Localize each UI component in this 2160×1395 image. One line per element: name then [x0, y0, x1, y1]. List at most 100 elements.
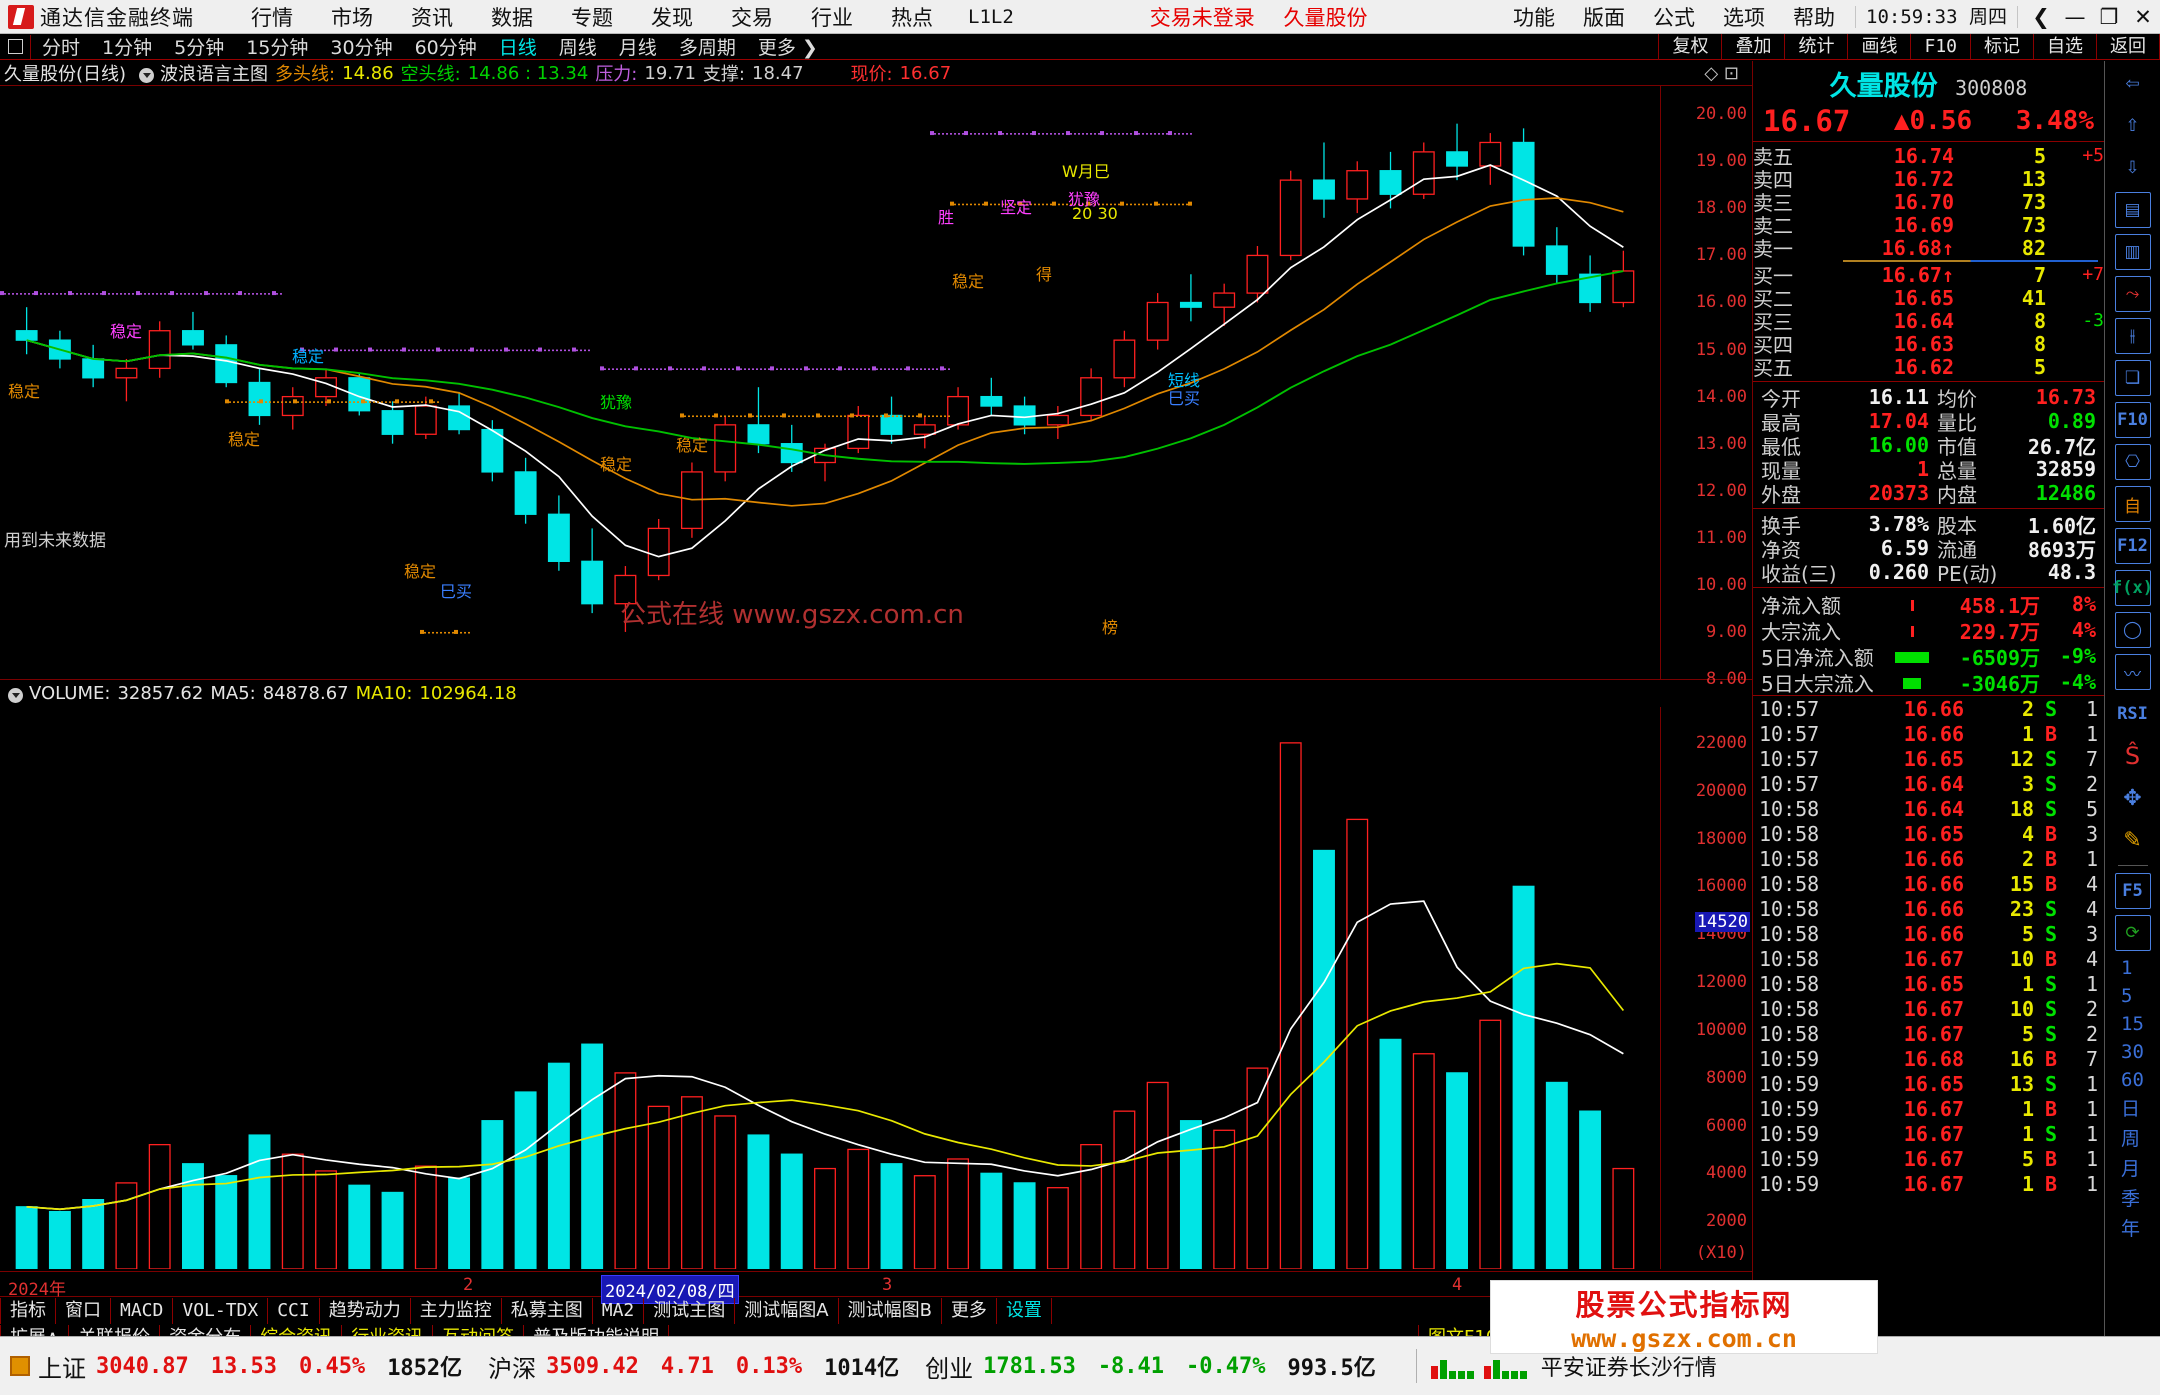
rail-period-cn[interactable]: 周	[2121, 1128, 2141, 1150]
tick-row[interactable]: 10:58 16.66 23 S 4	[1753, 896, 2104, 921]
menu-item-xuanxiang[interactable]: 选项	[1723, 5, 1766, 30]
button-tongji[interactable]: 统计	[1784, 33, 1847, 60]
indicator-tab[interactable]: 测试幅图B	[839, 1298, 942, 1324]
f10-icon[interactable]: F10	[2114, 402, 2151, 438]
chevron-down-icon[interactable]	[139, 67, 155, 83]
candles-icon[interactable]: ⫲	[2114, 318, 2151, 354]
rail-period-cn[interactable]: 日	[2121, 1098, 2141, 1120]
button-fanhui[interactable]: 返回	[2096, 33, 2160, 60]
buy-order-row[interactable]: 买三 16.64 8 -3	[1753, 309, 2104, 335]
button-fuquan[interactable]: 复权	[1658, 33, 1721, 60]
indicator-tab[interactable]: 主力监控	[411, 1298, 502, 1324]
tick-row[interactable]: 10:58 16.65 1 S 1	[1753, 971, 2104, 996]
buy-order-row[interactable]: 买五 16.62 5	[1753, 355, 2104, 381]
self-select-icon[interactable]: 自	[2114, 486, 2151, 522]
indicator-tab[interactable]: 更多	[942, 1298, 997, 1324]
indicator-tab[interactable]: 私募主图	[502, 1298, 593, 1324]
tick-list[interactable]: 10:57 16.66 2 S 1 10:57 16.66 1 B 1 10:57 16.65 12 S 7…	[1753, 695, 2104, 1196]
list-color-icon[interactable]: ▥	[2114, 234, 2151, 270]
tick-row[interactable]: 10:58 16.66 5 S 3	[1753, 921, 2104, 946]
indicator-tab[interactable]: 测试幅图A	[735, 1298, 839, 1324]
price-chart-pane[interactable]: 20.00 19.00 18.00 17.00 16.00 15.00 14.00 13.00…	[0, 85, 1752, 689]
tick-row[interactable]: 10:59 16.67 1 B 1	[1753, 1171, 2104, 1196]
index-name[interactable]: 沪深	[488, 1354, 537, 1383]
down-arrow-icon[interactable]: ⇩	[2125, 158, 2140, 178]
period-daily[interactable]: 日线	[498, 37, 537, 59]
sell-order-row[interactable]: 卖三 16.70 73	[1753, 190, 2104, 216]
index-name[interactable]: 上证	[38, 1354, 86, 1383]
fx-icon[interactable]: f(x)	[2112, 570, 2153, 606]
trend-line-icon[interactable]: ⤳	[2114, 276, 2151, 312]
tick-row[interactable]: 10:58 16.66 15 B 4	[1753, 871, 2104, 896]
menu-item-banmian[interactable]: 版面	[1583, 5, 1626, 30]
f12-icon[interactable]: F12	[2114, 528, 2151, 564]
period-monthly[interactable]: 月线	[618, 37, 657, 59]
button-diejia[interactable]: 叠加	[1721, 33, 1784, 60]
tick-row[interactable]: 10:59 16.65 13 S 1	[1753, 1071, 2104, 1096]
wave-icon[interactable]: 〰	[2114, 654, 2151, 690]
tick-row[interactable]: 10:58 16.64 18 S 5	[1753, 796, 2104, 821]
tick-row[interactable]: 10:59 16.67 1 S 1	[1753, 1121, 2104, 1146]
rail-period-1[interactable]: 1	[2121, 957, 2133, 979]
button-zixuan[interactable]: 自选	[2033, 33, 2096, 60]
rail-period-5[interactable]: 5	[2121, 985, 2133, 1007]
period-5min[interactable]: 5分钟	[174, 37, 225, 59]
period-more[interactable]: 更多 ❯	[757, 37, 818, 59]
buy-order-row[interactable]: 买二 16.65 41	[1753, 286, 2104, 312]
layout-icon[interactable]	[8, 39, 23, 54]
menu-item-zhuanti[interactable]: 专题	[571, 5, 613, 30]
rail-period-60[interactable]: 60	[2121, 1069, 2144, 1091]
sell-order-row[interactable]: 卖四 16.72 13	[1753, 167, 2104, 193]
tick-row[interactable]: 10:58 16.66 2 B 1	[1753, 846, 2104, 871]
tick-row[interactable]: 10:58 16.67 10 B 4	[1753, 946, 2104, 971]
period-60min[interactable]: 60分钟	[414, 37, 477, 59]
indicator-tab[interactable]: 测试主图	[644, 1298, 736, 1324]
period-weekly[interactable]: 周线	[558, 37, 597, 59]
menu-item-hangqing[interactable]: 行情	[251, 5, 293, 30]
rail-period-30[interactable]: 30	[2121, 1041, 2144, 1063]
price-indicator-name[interactable]: 波浪语言主图	[160, 64, 269, 85]
indicator-tab[interactable]: CCI	[268, 1298, 320, 1324]
indicator-tab[interactable]: 窗口	[56, 1298, 111, 1324]
move-icon[interactable]: ✥	[2123, 785, 2142, 811]
tick-row[interactable]: 10:57 16.66 1 B 1	[1753, 721, 2104, 746]
menu-item-hangye[interactable]: 行业	[811, 5, 853, 30]
period-fenshi[interactable]: 分时	[42, 37, 81, 59]
indicator-tab[interactable]: 指标	[0, 1298, 56, 1324]
sell-order-row[interactable]: 卖一 16.68↑ 82	[1753, 236, 2104, 262]
rsi-icon[interactable]: RSI	[2117, 704, 2148, 724]
sell-order-row[interactable]: 卖二 16.69 73	[1753, 213, 2104, 239]
menu-item-gongshi[interactable]: 公式	[1653, 5, 1696, 30]
tick-row[interactable]: 10:59 16.67 5 B 1	[1753, 1146, 2104, 1171]
indicator-tab[interactable]: 趋势动力	[320, 1298, 411, 1324]
menu-item-shichang[interactable]: 市场	[331, 5, 373, 30]
indicator-tab[interactable]: MACD	[111, 1298, 174, 1324]
indicator-tab[interactable]: 设置	[997, 1298, 1052, 1324]
menu-item-l1l2[interactable]: L1L2	[968, 5, 1014, 28]
maximize-button[interactable]: ❐	[2099, 4, 2119, 29]
tick-row[interactable]: 10:57 16.66 2 S 1	[1753, 696, 2104, 721]
button-biaoji[interactable]: 标记	[1970, 33, 2033, 60]
tick-row[interactable]: 10:57 16.64 3 S 2	[1753, 771, 2104, 796]
volume-chevron-icon[interactable]	[8, 687, 23, 703]
period-multi[interactable]: 多周期	[678, 37, 736, 59]
button-huaxian[interactable]: 画线	[1847, 33, 1910, 60]
buy-order-row[interactable]: 买四 16.63 8	[1753, 332, 2104, 358]
up-arrow-icon[interactable]: ⇧	[2125, 116, 2140, 136]
close-button[interactable]: ✕	[2134, 4, 2152, 29]
menu-item-zixun[interactable]: 资讯	[411, 5, 453, 30]
menu-item-jiaoyi[interactable]: 交易	[731, 5, 773, 30]
period-30min[interactable]: 30分钟	[330, 37, 393, 59]
tick-row[interactable]: 10:58 16.67 5 S 2	[1753, 1021, 2104, 1046]
buy-order-row[interactable]: 买一 16.67↑ 7 +7	[1753, 263, 2104, 289]
index-name[interactable]: 创业	[925, 1354, 974, 1383]
indicator-tab[interactable]: MA2	[593, 1298, 645, 1324]
menu-item-faxian[interactable]: 发现	[651, 5, 693, 30]
tree-icon[interactable]: ⎔	[2114, 444, 2151, 480]
multi-window-icon[interactable]: ❏	[2114, 360, 2151, 396]
tick-row[interactable]: 10:58 16.67 10 S 2	[1753, 996, 2104, 1021]
tick-row[interactable]: 10:57 16.65 12 S 7	[1753, 746, 2104, 771]
button-f10[interactable]: F10	[1910, 33, 1970, 60]
s-mark-icon[interactable]: Ŝ	[2124, 742, 2141, 770]
sync-icon[interactable]: ⟳	[2114, 915, 2151, 951]
